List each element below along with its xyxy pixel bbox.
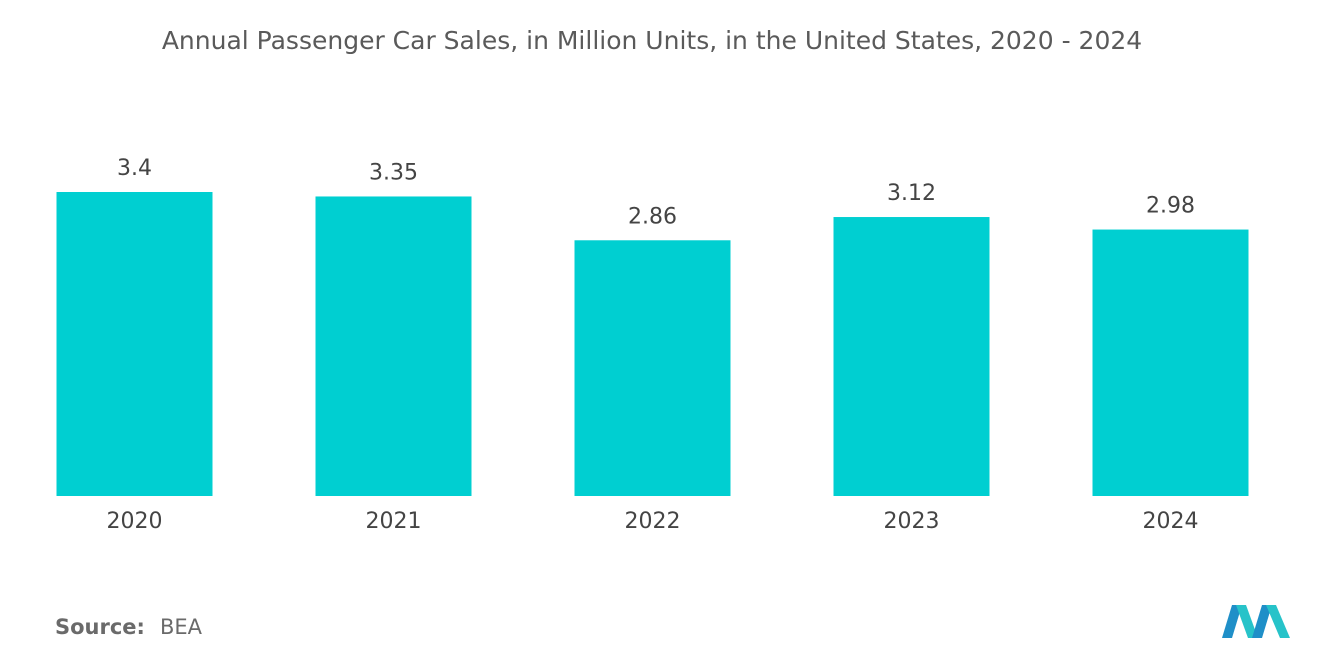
x-tick-label: 2023 xyxy=(884,509,940,534)
value-label: 2.86 xyxy=(628,204,677,229)
x-tick-label: 2022 xyxy=(625,509,681,534)
bar xyxy=(56,192,213,496)
chart-title: Annual Passenger Car Sales, in Million U… xyxy=(162,26,1142,55)
bar xyxy=(1092,229,1249,496)
value-label: 3.35 xyxy=(369,160,418,185)
x-tick-label: 2021 xyxy=(366,509,422,534)
x-tick-label: 2020 xyxy=(107,509,163,534)
logo xyxy=(1222,605,1290,638)
bar xyxy=(574,240,731,496)
bar xyxy=(315,196,472,496)
source-label: Source: xyxy=(55,615,145,639)
source: BEA xyxy=(160,615,203,639)
value-label: 3.4 xyxy=(117,156,152,181)
value-label: 3.12 xyxy=(887,181,936,206)
value-label: 2.98 xyxy=(1146,194,1195,219)
x-tick-label: 2024 xyxy=(1143,509,1199,534)
bar xyxy=(833,217,990,497)
